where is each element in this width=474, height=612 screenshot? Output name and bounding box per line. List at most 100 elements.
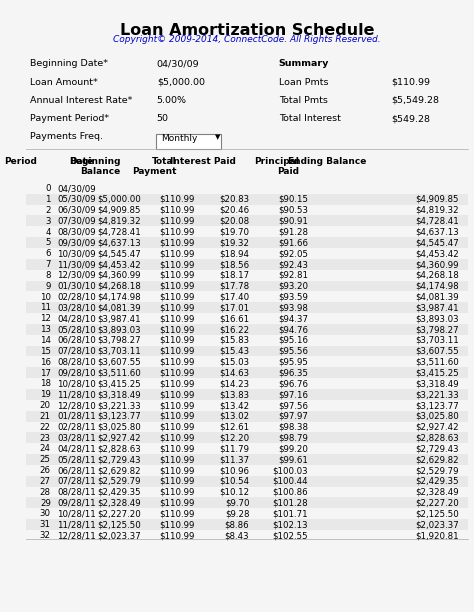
Text: 22: 22 (40, 423, 51, 431)
Text: $101.28: $101.28 (272, 499, 308, 507)
Text: $5,549.28: $5,549.28 (392, 96, 439, 105)
FancyBboxPatch shape (26, 324, 468, 335)
Text: 05/28/11: 05/28/11 (57, 455, 96, 465)
Text: $3,703.11: $3,703.11 (97, 347, 141, 356)
Text: 15: 15 (40, 347, 51, 356)
Text: $3,607.55: $3,607.55 (415, 347, 459, 356)
Text: $17.78: $17.78 (219, 282, 249, 291)
Text: Period: Period (4, 157, 37, 166)
Text: Beginning
Balance: Beginning Balance (69, 157, 121, 176)
Text: $2,828.63: $2,828.63 (97, 444, 141, 453)
Text: $96.35: $96.35 (278, 368, 308, 378)
Text: $3,025.80: $3,025.80 (97, 423, 141, 431)
Text: 08/28/10: 08/28/10 (57, 357, 96, 367)
Text: $93.20: $93.20 (278, 282, 308, 291)
Text: $13.83: $13.83 (219, 390, 249, 399)
FancyBboxPatch shape (26, 346, 468, 356)
Text: 26: 26 (40, 466, 51, 475)
Text: $3,221.33: $3,221.33 (415, 390, 459, 399)
Text: $110.99: $110.99 (160, 347, 195, 356)
FancyBboxPatch shape (26, 280, 468, 291)
Text: 0: 0 (45, 184, 51, 193)
Text: 04/30/09: 04/30/09 (157, 59, 200, 69)
Text: $3,318.49: $3,318.49 (97, 390, 141, 399)
Text: $3,703.11: $3,703.11 (415, 336, 459, 345)
Text: $4,453.42: $4,453.42 (415, 249, 459, 258)
Text: 09/28/11: 09/28/11 (57, 499, 96, 507)
Text: $4,637.13: $4,637.13 (415, 228, 459, 236)
Text: $4,545.47: $4,545.47 (415, 239, 459, 247)
Text: $4,819.32: $4,819.32 (97, 217, 141, 226)
Text: $92.43: $92.43 (278, 260, 308, 269)
Text: $110.99: $110.99 (160, 379, 195, 389)
Text: $110.99: $110.99 (160, 217, 195, 226)
Text: $17.40: $17.40 (219, 293, 249, 302)
Text: 04/28/10: 04/28/10 (57, 315, 96, 323)
Text: Ending Balance: Ending Balance (288, 157, 366, 166)
Text: Monthly: Monthly (161, 134, 198, 143)
Text: 31: 31 (40, 520, 51, 529)
Text: $8.86: $8.86 (225, 520, 249, 529)
Text: $2,429.35: $2,429.35 (415, 477, 459, 486)
Text: 03/28/11: 03/28/11 (57, 433, 96, 442)
Text: $93.98: $93.98 (278, 304, 308, 313)
Text: 05/30/09: 05/30/09 (57, 195, 96, 204)
Text: $101.71: $101.71 (272, 509, 308, 518)
Text: 25: 25 (40, 455, 51, 465)
FancyBboxPatch shape (156, 133, 221, 149)
Text: $18.94: $18.94 (219, 249, 249, 258)
Text: $12.61: $12.61 (219, 423, 249, 431)
FancyBboxPatch shape (26, 194, 468, 204)
Text: 04/30/09: 04/30/09 (57, 184, 96, 193)
Text: $90.91: $90.91 (278, 217, 308, 226)
Text: $2,629.82: $2,629.82 (97, 466, 141, 475)
Text: $16.22: $16.22 (219, 325, 249, 334)
Text: 21: 21 (40, 412, 51, 421)
Text: 12: 12 (40, 315, 51, 323)
Text: 11/28/10: 11/28/10 (57, 390, 96, 399)
Text: $95.95: $95.95 (278, 357, 308, 367)
FancyBboxPatch shape (26, 498, 468, 508)
Text: $99.20: $99.20 (278, 444, 308, 453)
Text: 11/30/09: 11/30/09 (57, 260, 96, 269)
Text: $2,125.50: $2,125.50 (415, 509, 459, 518)
Text: $549.28: $549.28 (392, 114, 430, 123)
Text: $110.99: $110.99 (160, 509, 195, 518)
Text: $8.43: $8.43 (225, 531, 249, 540)
Text: $17.01: $17.01 (219, 304, 249, 313)
Text: 50: 50 (157, 114, 169, 123)
Text: 1: 1 (45, 195, 51, 204)
Text: $110.99: $110.99 (160, 206, 195, 215)
Text: $4,081.39: $4,081.39 (97, 304, 141, 313)
Text: 28: 28 (40, 488, 51, 497)
Text: $3,025.80: $3,025.80 (415, 412, 459, 421)
Text: $10.54: $10.54 (219, 477, 249, 486)
Text: $20.08: $20.08 (219, 217, 249, 226)
Text: $96.76: $96.76 (278, 379, 308, 389)
Text: $110.99: $110.99 (160, 390, 195, 399)
Text: $9.70: $9.70 (225, 499, 249, 507)
Text: $110.99: $110.99 (160, 368, 195, 378)
Text: $90.53: $90.53 (278, 206, 308, 215)
Text: $2,927.42: $2,927.42 (415, 423, 459, 431)
Text: $110.99: $110.99 (160, 239, 195, 247)
Text: $110.99: $110.99 (160, 271, 195, 280)
Text: $93.59: $93.59 (278, 293, 308, 302)
Text: $18.56: $18.56 (219, 260, 249, 269)
Text: $100.03: $100.03 (272, 466, 308, 475)
Text: $19.70: $19.70 (219, 228, 249, 236)
FancyBboxPatch shape (26, 389, 468, 400)
Text: $4,174.98: $4,174.98 (97, 293, 141, 302)
Text: $99.61: $99.61 (278, 455, 308, 465)
Text: $110.99: $110.99 (160, 488, 195, 497)
Text: $97.16: $97.16 (278, 390, 308, 399)
Text: 5: 5 (45, 239, 51, 247)
Text: $13.02: $13.02 (219, 412, 249, 421)
Text: 20: 20 (40, 401, 51, 410)
Text: $2,125.50: $2,125.50 (97, 520, 141, 529)
FancyBboxPatch shape (26, 432, 468, 443)
Text: $4,728.41: $4,728.41 (97, 228, 141, 236)
Text: $3,987.41: $3,987.41 (97, 315, 141, 323)
Text: Total Interest: Total Interest (279, 114, 340, 123)
Text: $4,453.42: $4,453.42 (97, 260, 141, 269)
